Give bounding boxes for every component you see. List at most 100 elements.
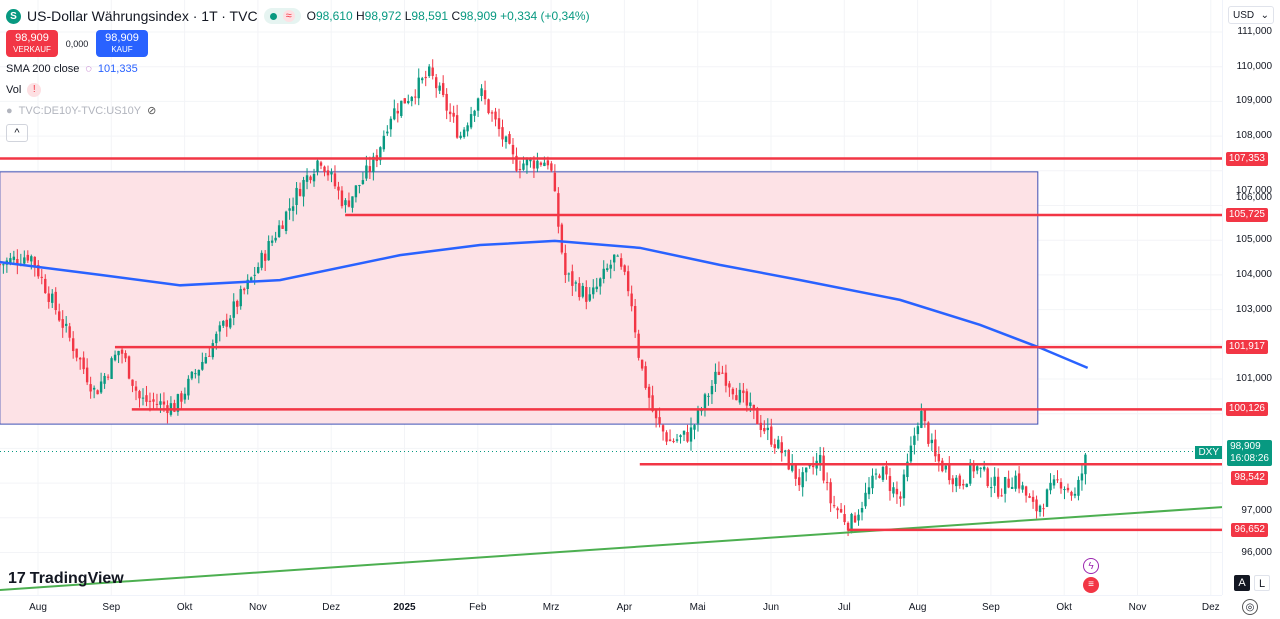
currency-select[interactable]: USD ⌄ bbox=[1228, 6, 1274, 24]
candle-body bbox=[958, 475, 961, 486]
candle-body bbox=[256, 267, 260, 273]
symbol-tag: DXY bbox=[1195, 446, 1222, 459]
bar-countdown: 16:08:26 bbox=[1230, 453, 1269, 464]
candle-body bbox=[211, 343, 215, 358]
candle-body bbox=[180, 393, 183, 402]
candle-body bbox=[78, 357, 82, 360]
candle-body bbox=[902, 474, 906, 499]
time-tick: Sep bbox=[981, 602, 1000, 613]
candle-body bbox=[511, 144, 515, 155]
candle-body bbox=[619, 258, 623, 267]
candle-body bbox=[270, 240, 274, 243]
candle-body bbox=[110, 358, 113, 379]
hidden-eye-icon[interactable]: ⊘ bbox=[147, 105, 157, 117]
candle-body bbox=[462, 129, 466, 137]
price-tick: 110,000 bbox=[1236, 60, 1272, 72]
sma-200-line bbox=[0, 239, 1089, 370]
candle-body bbox=[323, 166, 326, 173]
candle-body bbox=[525, 158, 529, 166]
candle-body bbox=[12, 256, 16, 260]
time-tick: Jul bbox=[837, 602, 851, 613]
time-tick: Okt bbox=[176, 602, 193, 613]
candle-body bbox=[1038, 505, 1042, 512]
candle-body bbox=[1000, 495, 1003, 497]
candle-body bbox=[340, 190, 344, 207]
candle-body bbox=[773, 444, 776, 449]
candle-body bbox=[1024, 486, 1028, 496]
candle-body bbox=[1031, 496, 1035, 502]
candle-body bbox=[288, 208, 291, 211]
candle-body bbox=[194, 373, 197, 375]
candle-body bbox=[138, 391, 141, 399]
candle-body bbox=[159, 401, 162, 405]
auto-scale-button[interactable]: A bbox=[1234, 575, 1250, 591]
collapse-legend-button[interactable]: ^ bbox=[6, 124, 28, 142]
indicator-vol[interactable]: Vol! bbox=[6, 80, 590, 99]
candle-body bbox=[941, 460, 944, 472]
candle-body bbox=[274, 237, 277, 241]
candle-body bbox=[386, 131, 389, 134]
us-flag-event-icon[interactable]: ≡ bbox=[1083, 577, 1099, 593]
candle-body bbox=[284, 211, 288, 231]
market-status[interactable]: ≈ bbox=[263, 8, 301, 24]
candle-body bbox=[417, 77, 420, 99]
warning-icon: ! bbox=[27, 82, 42, 97]
price-tick: 109,000 bbox=[1235, 95, 1272, 107]
price-axis[interactable]: USD ⌄ 98,909 16:08:26 A L 111,000 110,000 10… bbox=[1222, 0, 1280, 595]
candle-body bbox=[291, 206, 295, 211]
candle-body bbox=[249, 277, 253, 281]
indicator-spread-symbol[interactable]: ● TVC:DE10Y-TVC:US10Y ⊘ bbox=[6, 104, 157, 118]
tv-logo-icon: 17 bbox=[8, 570, 26, 587]
level-price-label: 98,542 bbox=[1231, 471, 1268, 486]
candle-body bbox=[26, 254, 30, 261]
candle-body bbox=[717, 371, 721, 375]
time-tick: Apr bbox=[616, 602, 633, 613]
candle-body bbox=[780, 442, 783, 454]
candle-body bbox=[309, 176, 312, 181]
candle-body bbox=[927, 422, 930, 444]
price-chart[interactable] bbox=[0, 0, 1222, 595]
lightning-icon[interactable]: ϟ bbox=[1083, 558, 1099, 574]
candle-body bbox=[508, 134, 511, 144]
settings-icon[interactable]: ◎ bbox=[1242, 599, 1258, 615]
candle-body bbox=[749, 402, 752, 406]
candle-body bbox=[459, 135, 462, 138]
candle-body bbox=[965, 483, 968, 487]
candle-body bbox=[2, 264, 5, 266]
candle-body bbox=[1028, 495, 1031, 498]
candle-body bbox=[438, 85, 441, 91]
candle-body bbox=[1063, 489, 1066, 491]
candle-body bbox=[145, 395, 148, 402]
candle-body bbox=[822, 455, 825, 481]
candle-body bbox=[948, 465, 951, 481]
candle-body bbox=[326, 170, 330, 176]
candle-body bbox=[58, 311, 61, 321]
candle-body bbox=[623, 265, 626, 272]
symbol-title[interactable]: US-Dollar Währungsindex · 1T · TVC bbox=[27, 8, 258, 24]
candle-body bbox=[951, 478, 954, 485]
candle-body bbox=[955, 477, 958, 487]
candle-body bbox=[560, 224, 564, 253]
candle-body bbox=[183, 393, 187, 400]
buy-button[interactable]: 98,909 KAUF bbox=[96, 30, 148, 57]
level-price-label: 100,126 bbox=[1225, 402, 1268, 417]
candle-body bbox=[396, 110, 399, 114]
time-axis[interactable]: Aug Sep Okt Nov Dez 2025 Feb Mrz Apr Mai Jun Jul Aug… bbox=[0, 595, 1222, 619]
candle-body bbox=[61, 319, 64, 328]
candle-body bbox=[30, 256, 33, 262]
candle-body bbox=[518, 168, 522, 170]
level-price-label: 107,353 bbox=[1225, 151, 1268, 166]
indicator-sma[interactable]: SMA 200 close ◌ 101,335 bbox=[6, 62, 138, 75]
candle-body bbox=[134, 386, 138, 391]
candle-body bbox=[585, 286, 588, 302]
time-tick: Mai bbox=[689, 602, 706, 613]
candle-body bbox=[483, 90, 487, 100]
log-scale-button[interactable]: L bbox=[1254, 575, 1270, 591]
sell-button[interactable]: 98,909 VERKAUF bbox=[6, 30, 58, 57]
candle-body bbox=[504, 136, 508, 142]
candle-body bbox=[1049, 482, 1052, 491]
candle-body bbox=[127, 356, 131, 379]
candle-body bbox=[522, 163, 525, 170]
candle-body bbox=[312, 174, 316, 182]
candle-body bbox=[986, 468, 989, 487]
